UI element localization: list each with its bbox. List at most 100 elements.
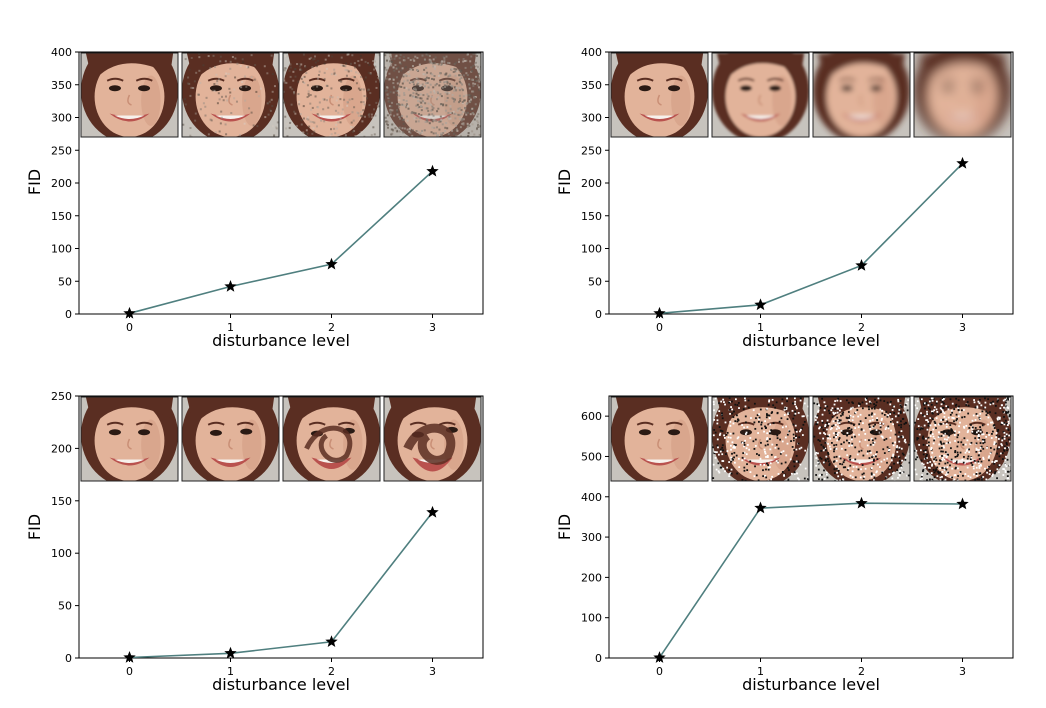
face-thumbnail: level 0 original facelevel 0 original fa… [80, 396, 179, 482]
thumbnail-frame [913, 52, 1012, 138]
x-tick-label: 0 [656, 321, 663, 334]
y-tick-label: 50 [58, 600, 72, 613]
cheek-shadow [974, 75, 994, 126]
face-drawing [182, 53, 279, 137]
thumbnail-caption: level 0 original face [660, 392, 662, 393]
noise-texture [283, 53, 380, 137]
data-point-marker [426, 164, 439, 177]
right-eye [138, 85, 151, 92]
thumbnail-frame [282, 396, 381, 482]
thumbnail-caption: level 3 strong swirl [433, 392, 435, 393]
y-tick-label: 150 [51, 210, 72, 223]
y-tick-label: 500 [581, 450, 602, 463]
x-axis-label: disturbance level [742, 331, 880, 350]
eyebrows [636, 421, 683, 426]
thumbnail-frame [610, 52, 709, 138]
fringe [85, 397, 174, 427]
face-thumbnail-content [813, 53, 910, 137]
nose [228, 94, 233, 106]
face-thumbnail-content [384, 53, 481, 137]
y-tick-label: 200 [581, 177, 602, 190]
thumbnail-frame [282, 52, 381, 138]
face-drawing [283, 53, 380, 137]
y-tick-label: 300 [51, 112, 72, 125]
cheek-shadow [141, 75, 161, 126]
chart-panel-noise: level 0 original facelevel 0 original fa… [25, 46, 484, 350]
y-tick-label: 350 [51, 79, 72, 92]
cheek-shadow [671, 419, 691, 470]
x-axis-label: disturbance level [742, 675, 880, 694]
thumbnail-strip: level 0 original facelevel 0 original fa… [610, 48, 1012, 138]
fringe [615, 397, 704, 427]
thumbnail-frame [383, 52, 482, 138]
face-thumbnail-content [611, 397, 708, 481]
data-point-marker [956, 156, 969, 169]
nose [960, 438, 965, 450]
left-eye [739, 85, 752, 92]
face-thumbnail-content [712, 397, 809, 481]
teeth [644, 459, 675, 463]
face-drawing [914, 397, 1011, 481]
face-thumbnail: level 3 salt-and-pepperlevel 3 salt-and-… [913, 396, 1012, 482]
eyebrows [106, 77, 153, 82]
y-tick-label: 0 [595, 652, 602, 665]
left-eye [638, 429, 651, 436]
left-eye [840, 85, 853, 92]
nose [657, 438, 662, 450]
x-tick-label: 1 [227, 321, 234, 334]
fringe [716, 397, 805, 427]
cheek-shadow [772, 75, 792, 126]
nose [127, 94, 132, 106]
right-eye [668, 85, 681, 92]
nose [758, 438, 763, 450]
fringe [287, 397, 376, 427]
thumbnail-frame [913, 396, 1012, 482]
face-drawing [81, 397, 178, 481]
salt-pepper-texture [813, 397, 910, 481]
thumbnail-frame [812, 396, 911, 482]
thumbnail-caption: level 0 original face [130, 48, 132, 49]
x-tick-label: 3 [429, 665, 436, 678]
teeth [846, 115, 877, 119]
data-point-marker [325, 257, 338, 270]
face-thumbnail: level 3 heavy blurlevel 3 heavy blur [913, 48, 1012, 138]
y-tick-label: 350 [581, 79, 602, 92]
thumbnail-caption: level 2 moderate blur [862, 48, 864, 49]
left-eye [108, 429, 121, 436]
thumbnail-frame [181, 396, 280, 482]
right-eye [668, 429, 681, 436]
x-tick-label: 0 [126, 321, 133, 334]
noise-wash [384, 53, 481, 137]
x-tick-label: 0 [126, 665, 133, 678]
thumbnail-caption: level 1 slight blur [761, 48, 763, 49]
x-tick-label: 0 [656, 665, 663, 678]
y-tick-label: 250 [581, 144, 602, 157]
face-thumbnail: level 2 moderate swirllevel 2 moderate s… [282, 396, 381, 482]
thumbnail-caption: level 3 heavy noise [433, 48, 435, 49]
y-tick-label: 100 [581, 612, 602, 625]
axes-frame [78, 395, 484, 659]
y-tick-label: 50 [58, 275, 72, 288]
chart-panel-swirl: level 0 original facelevel 0 original fa… [25, 390, 484, 694]
thumbnail-caption: level 3 heavy blur [963, 48, 965, 49]
data-point-marker [426, 505, 439, 518]
thumbnail-caption: level 2 salt-and-pepper [862, 392, 864, 393]
face-thumbnail-content [81, 397, 178, 481]
thumbnail-frame [711, 396, 810, 482]
noise-texture [182, 53, 279, 137]
fringe [615, 53, 704, 83]
y-tick-label: 100 [581, 243, 602, 256]
face-thumbnail: level 3 strong swirllevel 3 strong swirl [383, 392, 482, 482]
data-point-marker [754, 298, 767, 311]
cheek-shadow [141, 419, 161, 470]
right-eye [240, 428, 253, 435]
y-tick-label: 100 [51, 547, 72, 560]
x-tick-label: 1 [757, 665, 764, 678]
teeth [114, 459, 145, 463]
x-axis-label: disturbance level [212, 675, 350, 694]
y-tick-label: 200 [51, 177, 72, 190]
nose [430, 438, 435, 450]
face-thumbnail-content [81, 53, 178, 137]
face-thumbnail-content [712, 53, 809, 137]
face-thumbnail-content [182, 397, 279, 481]
